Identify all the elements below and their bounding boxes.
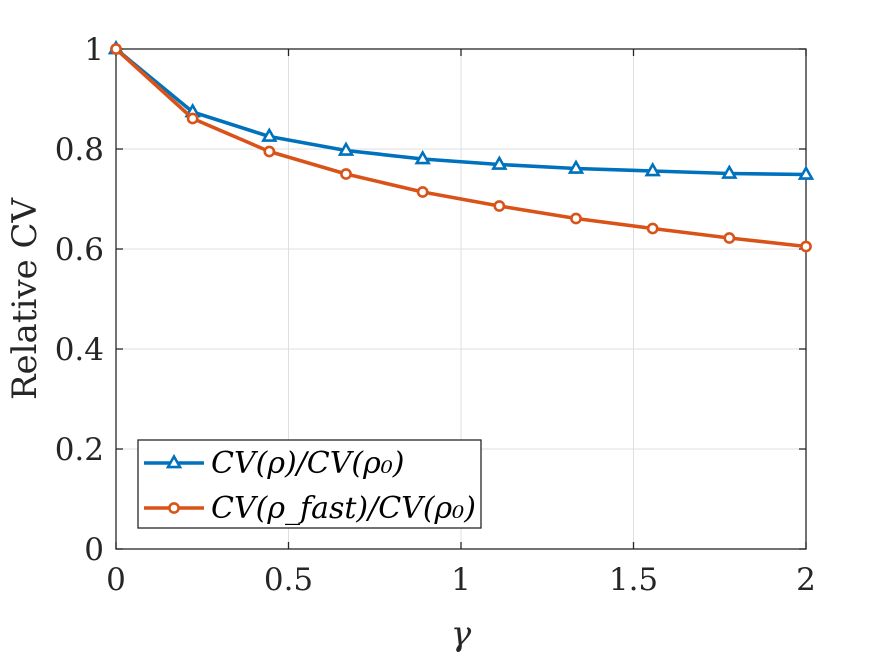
data-point-triangle	[165, 453, 183, 469]
y-tick-label: 0.6	[55, 232, 104, 268]
data-point-triangle	[567, 159, 585, 174]
series-layer	[107, 39, 815, 253]
legend-item-1: CV(ρ)/CV(ρ₀)	[144, 446, 404, 481]
y-tick-label: 0.8	[55, 132, 104, 168]
series-2	[110, 43, 812, 253]
legend: CV(ρ)/CV(ρ₀) CV(ρ_fast)/CV(ρ₀)	[137, 439, 482, 529]
data-point-circle	[570, 212, 582, 225]
data-point-triangle	[261, 127, 278, 142]
data-point-circle	[800, 240, 812, 253]
data-point-circle	[263, 145, 276, 158]
x-axis-label: γ	[451, 614, 472, 654]
y-tick-label: 0	[84, 532, 104, 568]
x-tick-label: 0	[106, 562, 126, 598]
data-point-triangle	[644, 161, 661, 177]
tick-labels: 0 0.5 1 1.5 2 0 0.2 0.4 0.6 0.8 1	[55, 32, 816, 598]
data-point-circle	[493, 200, 506, 212]
x-tick-label: 2	[796, 562, 816, 598]
legend-label: CV(ρ)/CV(ρ₀)	[211, 446, 404, 481]
data-point-circle	[646, 222, 659, 235]
data-point-circle	[416, 186, 429, 198]
data-point-circle	[340, 168, 352, 180]
data-point-circle	[168, 502, 180, 514]
x-tick-label: 1	[451, 562, 471, 598]
data-point-circle	[110, 43, 122, 55]
legend-label: CV(ρ_fast)/CV(ρ₀)	[211, 491, 476, 526]
y-axis-label: Relative CV	[5, 197, 45, 401]
data-point-triangle	[797, 165, 815, 180]
legend-box	[137, 439, 482, 529]
legend-item-2: CV(ρ_fast)/CV(ρ₀)	[144, 491, 476, 526]
data-point-triangle	[337, 141, 355, 156]
series-line	[114, 47, 807, 249]
x-tick-label: 0.5	[264, 562, 313, 598]
data-point-triangle	[414, 149, 431, 165]
data-point-triangle	[721, 164, 738, 179]
y-tick-label: 0.2	[55, 432, 104, 468]
series-line	[114, 47, 807, 177]
x-tick-label: 1.5	[609, 562, 658, 598]
data-point-circle	[186, 112, 199, 125]
data-point-circle	[723, 232, 736, 244]
y-tick-label: 1	[84, 32, 104, 68]
y-tick-label: 0.4	[55, 332, 104, 368]
data-point-triangle	[491, 155, 508, 170]
